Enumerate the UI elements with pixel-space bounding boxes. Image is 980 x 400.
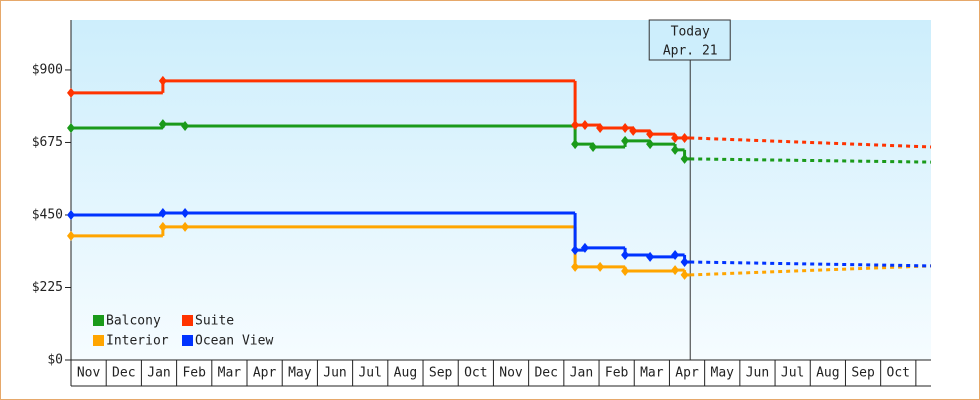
price-point — [571, 261, 580, 272]
x-tick-label: Nov — [499, 366, 523, 381]
x-tick-label: Mar — [640, 366, 664, 381]
x-tick-label: Sep — [429, 366, 453, 381]
legend-swatch — [93, 315, 104, 326]
today-box — [648, 19, 731, 61]
price-point — [671, 144, 680, 155]
price-point — [589, 141, 598, 152]
price-point — [621, 122, 630, 133]
x-tick-label: May — [711, 366, 735, 381]
price-point — [629, 125, 638, 136]
x-tick-label: Feb — [605, 366, 629, 381]
plot-area — [71, 20, 931, 360]
price-point — [67, 230, 75, 241]
price-point — [671, 132, 680, 143]
price-point — [671, 265, 680, 276]
legend-label: Balcony — [106, 314, 161, 329]
x-tick-label: Jul — [358, 366, 381, 381]
x-tick-label: Jun — [746, 366, 769, 381]
x-tick-label: Aug — [816, 366, 839, 381]
forecast-line — [690, 264, 932, 277]
x-tick-label: May — [288, 366, 312, 381]
price-point — [67, 209, 75, 220]
price-point — [181, 221, 190, 232]
x-tick-label: Dec — [534, 366, 557, 381]
price-point — [158, 221, 167, 232]
x-tick-label: Jan — [147, 366, 170, 381]
x-tick-label: Aug — [394, 366, 417, 381]
price-point — [621, 266, 630, 277]
x-tick-label: Apr — [253, 366, 277, 381]
y-tick-label: $450 — [32, 207, 63, 222]
y-tick-label: $675 — [32, 135, 63, 150]
x-tick-label: Feb — [182, 366, 206, 381]
price-point — [181, 208, 190, 219]
x-tick-label: Nov — [77, 366, 101, 381]
legend-swatch — [182, 335, 193, 346]
forecast-line — [690, 136, 932, 149]
legend-label: Ocean View — [195, 334, 273, 349]
price-point — [596, 122, 605, 133]
x-tick-label: Jan — [570, 366, 593, 381]
price-point — [671, 249, 680, 260]
price-point — [621, 249, 630, 260]
price-point — [67, 87, 75, 98]
price-point — [571, 139, 580, 150]
today-label: Today — [671, 25, 710, 40]
x-tick-label: Oct — [464, 366, 487, 381]
y-tick-label: $900 — [32, 62, 63, 77]
price-point — [580, 242, 589, 253]
price-point — [680, 153, 689, 164]
price-point — [67, 122, 75, 133]
legend-label: Suite — [195, 314, 234, 329]
legend-swatch — [93, 335, 104, 346]
price-point — [646, 129, 655, 140]
x-tick-label: Dec — [112, 366, 135, 381]
x-tick-label: Oct — [887, 366, 910, 381]
x-tick-label: Jul — [781, 366, 804, 381]
x-tick-label: Mar — [218, 366, 242, 381]
price-point — [680, 132, 689, 143]
price-point — [571, 120, 580, 131]
legend-label: Interior — [106, 334, 169, 349]
y-tick-label: $0 — [47, 353, 63, 368]
y-tick-label: $225 — [32, 280, 63, 295]
price-point — [646, 251, 655, 262]
price-point — [596, 261, 605, 272]
x-tick-label: Sep — [851, 366, 875, 381]
price-point — [571, 245, 580, 256]
price-point — [680, 257, 689, 268]
price-point — [680, 269, 689, 280]
x-tick-label: Apr — [675, 366, 699, 381]
price-point — [158, 208, 167, 219]
today-label: Apr. 21 — [663, 44, 718, 59]
price-point — [158, 119, 167, 130]
price-point — [181, 121, 190, 132]
price-point — [580, 120, 589, 131]
price-point — [621, 135, 630, 146]
x-tick-label: Jun — [323, 366, 346, 381]
price-point — [158, 75, 167, 86]
legend-swatch — [182, 315, 193, 326]
forecast-line — [690, 260, 932, 268]
forecast-line — [690, 157, 932, 164]
price-point — [646, 139, 655, 150]
